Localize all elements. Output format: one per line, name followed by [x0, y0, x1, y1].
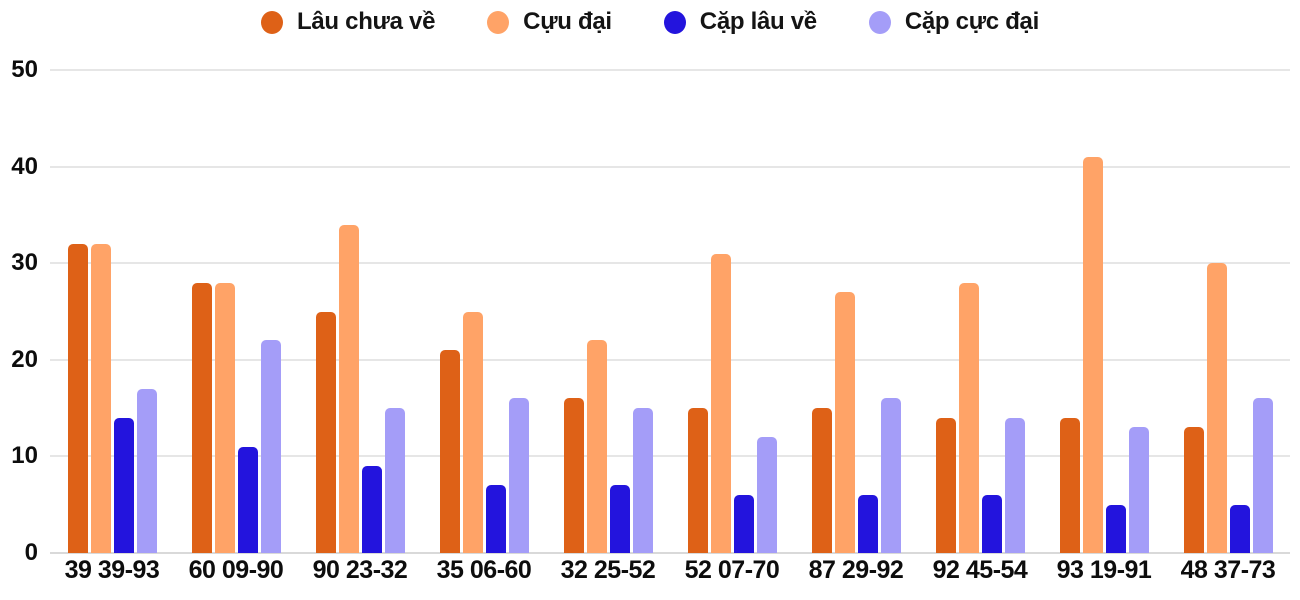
bar-series-2-cat-7[interactable]	[981, 495, 1002, 553]
legend-circle-icon	[663, 10, 686, 34]
bar-series-0-cat-2[interactable]	[315, 311, 336, 553]
legend-circle-icon	[261, 10, 284, 34]
legend-label: Lâu chưa về	[297, 8, 436, 35]
bar-series-0-cat-3[interactable]	[439, 350, 460, 553]
y-axis-tick-label: 30	[11, 249, 38, 277]
bar-series-3-cat-1[interactable]	[260, 340, 281, 553]
bar-series-2-cat-6[interactable]	[857, 495, 878, 553]
bar-group-7	[918, 70, 1042, 553]
plot-area	[50, 69, 1290, 554]
x-axis-tick-label: 87 29-92	[808, 556, 904, 584]
bar-series-3-cat-9[interactable]	[1252, 398, 1273, 553]
bar-series-1-cat-7[interactable]	[958, 282, 979, 553]
bar-series-2-cat-4[interactable]	[609, 485, 630, 553]
x-axis: 39 39-93 60 09-90 90 23-32 35 06-60 32 25-52…	[50, 556, 1290, 585]
bar-series-1-cat-0[interactable]	[90, 243, 111, 553]
bar-series-1-cat-6[interactable]	[834, 292, 855, 553]
bar-group-9	[1166, 70, 1290, 553]
x-axis-tick-label: 48 37-73	[1180, 556, 1276, 584]
bar-series-2-cat-0[interactable]	[113, 417, 134, 553]
legend-label: Cựu đại	[523, 8, 612, 35]
bar-series-2-cat-1[interactable]	[237, 446, 258, 553]
bar-series-2-cat-5[interactable]	[733, 495, 754, 553]
gridline	[50, 165, 1290, 168]
bar-series-1-cat-2[interactable]	[338, 224, 359, 553]
bar-series-0-cat-4[interactable]	[563, 398, 584, 553]
gridline	[50, 69, 1290, 71]
x-axis-baseline	[50, 552, 1290, 554]
bar-series-3-cat-6[interactable]	[880, 398, 901, 553]
bar-series-3-cat-8[interactable]	[1128, 427, 1149, 553]
bar-series-0-cat-1[interactable]	[191, 282, 212, 553]
y-axis-tick-label: 0	[24, 539, 38, 566]
bar-series-1-cat-4[interactable]	[586, 340, 607, 553]
bar-series-3-cat-0[interactable]	[136, 388, 157, 553]
legend-item-0[interactable]: Lâu chưa về	[261, 8, 435, 36]
bar-series-3-cat-5[interactable]	[756, 437, 777, 553]
bar-group-2	[298, 70, 422, 553]
bar-group-6	[794, 70, 918, 553]
y-axis: 0 10 20 30 40 50	[0, 56, 38, 566]
legend-circle-icon	[868, 10, 891, 34]
gridline	[50, 262, 1290, 265]
x-axis-tick-label: 60 09-90	[188, 556, 284, 584]
bar-groups	[50, 70, 1290, 553]
bar-series-2-cat-9[interactable]	[1229, 504, 1250, 553]
bar-group-0	[50, 70, 174, 553]
y-axis-tick-label: 10	[11, 442, 38, 470]
x-axis-tick-label: 52 07-70	[684, 556, 780, 584]
legend-item-3[interactable]: Cặp cực đại	[868, 8, 1039, 36]
bar-series-0-cat-9[interactable]	[1183, 427, 1204, 553]
legend-item-1[interactable]: Cựu đại	[487, 8, 612, 36]
bar-series-1-cat-8[interactable]	[1082, 156, 1103, 553]
chart-legend: Lâu chưa về Cựu đại Cặp lâu về Cặp cực đại	[0, 0, 1300, 44]
bar-series-0-cat-5[interactable]	[687, 408, 708, 553]
bar-series-3-cat-7[interactable]	[1004, 417, 1025, 553]
bar-series-2-cat-3[interactable]	[485, 485, 506, 553]
x-axis-tick-label: 35 06-60	[436, 556, 532, 584]
x-axis-tick-label: 92 45-54	[932, 556, 1028, 584]
bar-group-3	[422, 70, 546, 553]
bar-group-4	[546, 70, 670, 553]
bar-series-3-cat-2[interactable]	[384, 408, 405, 553]
y-axis-tick-label: 40	[11, 152, 38, 180]
bar-group-8	[1042, 70, 1166, 553]
gridline	[50, 455, 1290, 458]
legend-item-2[interactable]: Cặp lâu về	[663, 8, 817, 36]
x-axis-tick-label: 93 19-91	[1056, 556, 1152, 584]
x-axis-tick-label: 90 23-32	[312, 556, 408, 584]
y-axis-tick-label: 20	[11, 345, 38, 373]
bar-series-1-cat-1[interactable]	[214, 282, 235, 553]
legend-label: Cặp cực đại	[904, 8, 1039, 35]
bar-series-1-cat-5[interactable]	[710, 253, 731, 553]
y-axis-tick-label: 50	[11, 56, 38, 83]
bar-series-3-cat-3[interactable]	[508, 398, 529, 553]
bar-series-0-cat-6[interactable]	[811, 408, 832, 553]
bar-series-2-cat-8[interactable]	[1105, 504, 1126, 553]
legend-label: Cặp lâu về	[699, 8, 817, 35]
bar-series-2-cat-2[interactable]	[361, 466, 382, 553]
bar-series-0-cat-7[interactable]	[935, 417, 956, 553]
bar-series-3-cat-4[interactable]	[632, 408, 653, 553]
x-axis-tick-label: 39 39-93	[64, 556, 160, 584]
bar-group-5	[670, 70, 794, 553]
x-axis-tick-label: 32 25-52	[560, 556, 656, 584]
bar-series-0-cat-8[interactable]	[1059, 417, 1080, 553]
bar-series-1-cat-9[interactable]	[1206, 263, 1227, 553]
bar-series-1-cat-3[interactable]	[462, 311, 483, 553]
legend-circle-icon	[487, 10, 510, 34]
bar-series-0-cat-0[interactable]	[67, 243, 88, 553]
gridline	[50, 358, 1290, 361]
bar-group-1	[174, 70, 298, 553]
